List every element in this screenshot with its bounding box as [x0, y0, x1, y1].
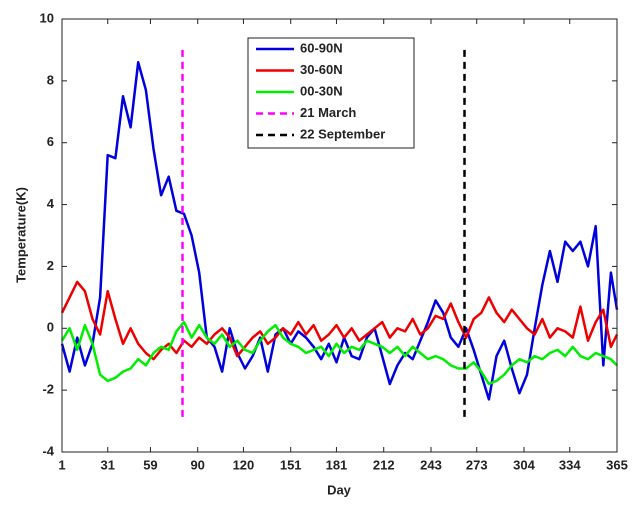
- legend-label: 60-90N: [300, 40, 343, 55]
- x-tick-label: 304: [513, 457, 535, 472]
- x-axis-label: Day: [327, 482, 352, 497]
- x-tick-label: 334: [559, 457, 581, 472]
- y-tick-label: 8: [47, 72, 54, 87]
- y-tick-label: 10: [40, 10, 54, 25]
- legend-label: 22 September: [300, 126, 385, 141]
- y-tick-label: -4: [42, 443, 54, 458]
- y-tick-label: 2: [47, 258, 54, 273]
- x-tick-label: 212: [373, 457, 395, 472]
- y-axis-label: Temperature(K): [13, 187, 28, 283]
- x-tick-label: 273: [466, 457, 488, 472]
- legend-label: 00-30N: [300, 83, 343, 98]
- plot-frame: [61, 18, 618, 453]
- x-tick-label: 31: [101, 457, 115, 472]
- legend: 60-90N 30-60N 00-30N 21 March 22 September: [247, 37, 415, 149]
- y-tick-label: 0: [47, 320, 54, 335]
- x-tick-label: 59: [143, 457, 157, 472]
- y-tick-label: 6: [47, 134, 54, 149]
- legend-label: 21 March: [300, 105, 356, 120]
- series-line: [60, 280, 619, 361]
- legend-label: 30-60N: [300, 62, 343, 77]
- x-tick-label: 90: [190, 457, 204, 472]
- y-tick-label: 4: [47, 196, 55, 211]
- x-tick-label: 181: [326, 457, 348, 472]
- x-tick-label: 151: [280, 457, 302, 472]
- x-tick-label: 120: [233, 457, 255, 472]
- x-tick-label: 243: [420, 457, 442, 472]
- x-tick-label: 1: [58, 457, 65, 472]
- series-line: [60, 320, 618, 386]
- y-tick-label: -2: [42, 382, 54, 397]
- x-tick-label: 365: [606, 457, 628, 472]
